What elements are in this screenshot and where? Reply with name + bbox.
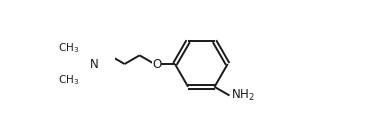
Text: CH$_3$: CH$_3$ bbox=[58, 73, 79, 87]
Text: NH$_2$: NH$_2$ bbox=[231, 88, 255, 103]
Text: O: O bbox=[152, 57, 162, 71]
Text: N: N bbox=[90, 57, 99, 71]
Text: CH$_3$: CH$_3$ bbox=[58, 41, 79, 55]
